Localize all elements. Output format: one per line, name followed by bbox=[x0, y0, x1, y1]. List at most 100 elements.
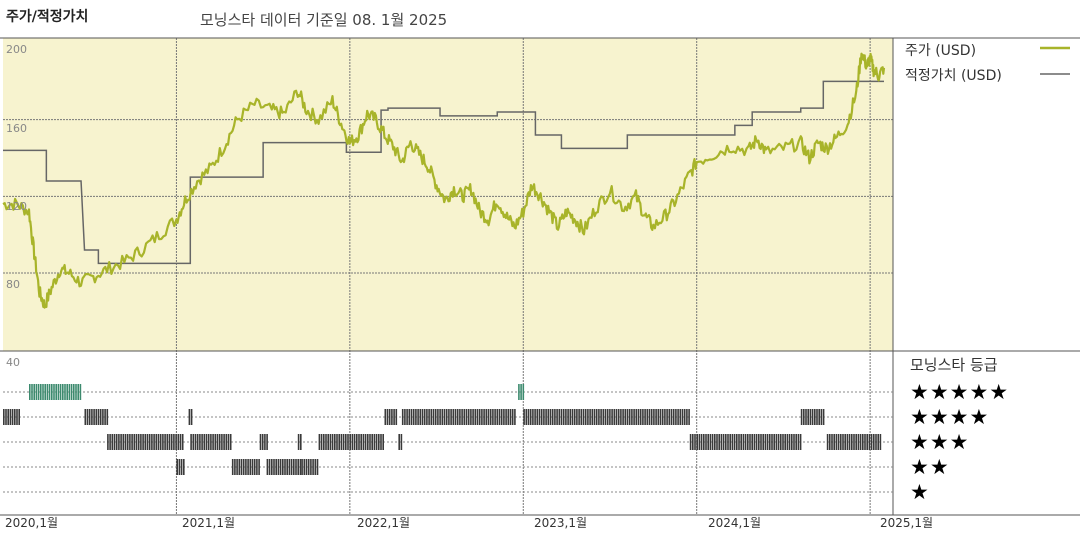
rating-bar-2 bbox=[178, 459, 181, 475]
rating-bar-2 bbox=[279, 459, 282, 475]
rating-bar-4 bbox=[556, 409, 558, 425]
rating-bar-2 bbox=[256, 459, 258, 475]
rating-bar-5 bbox=[522, 384, 525, 400]
rating-bar-3 bbox=[833, 434, 835, 450]
rating-bar-4 bbox=[816, 409, 818, 425]
rating-bar-4 bbox=[565, 409, 567, 425]
series-lines bbox=[2, 52, 886, 309]
rating-bar-3 bbox=[740, 434, 742, 450]
rating-bar-4 bbox=[3, 409, 5, 425]
rating-bar-4 bbox=[106, 409, 109, 425]
rating-bar-4 bbox=[805, 409, 807, 425]
rating-bar-4 bbox=[683, 409, 686, 425]
rating-bar-3 bbox=[297, 434, 300, 450]
x-tick-2023: 2023,1월 bbox=[534, 516, 588, 530]
rating-bar-3 bbox=[181, 434, 184, 450]
rating-bar-3 bbox=[718, 434, 720, 450]
rating-bar-4 bbox=[584, 409, 587, 425]
rating-bar-4 bbox=[670, 409, 673, 425]
y-tick-120: 120 bbox=[6, 200, 27, 213]
rating-bar-4 bbox=[637, 409, 640, 425]
rating-bar-3 bbox=[327, 434, 329, 450]
rating-bar-2 bbox=[238, 459, 241, 475]
rating-bar-4 bbox=[646, 409, 649, 425]
rating-bar-4 bbox=[441, 409, 444, 425]
rating-bar-3 bbox=[696, 434, 698, 450]
rating-bar-4 bbox=[820, 409, 823, 425]
rating-bar-3 bbox=[766, 434, 769, 450]
rating-bar-4 bbox=[576, 409, 578, 425]
rating-bar-5 bbox=[33, 384, 35, 400]
rating-bar-4 bbox=[809, 409, 812, 425]
rating-bar-3 bbox=[118, 434, 120, 450]
rating-bar-4 bbox=[408, 409, 411, 425]
rating-bar-4 bbox=[507, 409, 510, 425]
rating-bar-3 bbox=[227, 434, 230, 450]
rating-bar-3 bbox=[329, 434, 332, 450]
rating-bar-3 bbox=[157, 434, 160, 450]
rating-bar-2 bbox=[180, 459, 183, 475]
rating-bar-5 bbox=[77, 384, 79, 400]
rating-bar-3 bbox=[788, 434, 791, 450]
rating-bar-4 bbox=[415, 409, 417, 425]
rating-bar-5 bbox=[40, 384, 42, 400]
rating-bar-2 bbox=[271, 459, 273, 475]
rating-bar-3 bbox=[325, 434, 327, 450]
y-tick-40: 40 bbox=[6, 356, 20, 369]
rating-bar-5 bbox=[53, 384, 55, 400]
rating-bar-5 bbox=[51, 384, 53, 400]
rating-5-stars: ★★★★★ bbox=[910, 380, 1010, 404]
rating-bar-2 bbox=[245, 459, 247, 475]
rating-bar-4 bbox=[549, 409, 552, 425]
rating-bar-3 bbox=[862, 434, 864, 450]
rating-bar-4 bbox=[675, 409, 677, 425]
rating-bar-4 bbox=[800, 409, 803, 425]
rating-bar-4 bbox=[461, 409, 463, 425]
rating-bar-4 bbox=[14, 409, 16, 425]
rating-bar-4 bbox=[188, 409, 191, 425]
rating-bar-3 bbox=[223, 434, 225, 450]
rating-bar-3 bbox=[175, 434, 177, 450]
rating-bar-4 bbox=[609, 409, 611, 425]
rating-bar-3 bbox=[844, 434, 846, 450]
rating-bar-3 bbox=[826, 434, 829, 450]
rating-bar-3 bbox=[749, 434, 751, 450]
rating-bar-4 bbox=[428, 409, 430, 425]
rating-bar-3 bbox=[773, 434, 775, 450]
rating-bar-3 bbox=[797, 434, 800, 450]
rating-bar-4 bbox=[688, 409, 690, 425]
rating-bar-3 bbox=[207, 434, 210, 450]
rating-bar-3 bbox=[842, 434, 844, 450]
rating-bar-4 bbox=[595, 409, 598, 425]
rating-bar-2 bbox=[301, 459, 303, 475]
rating-bar-3 bbox=[400, 434, 403, 450]
rating-bar-4 bbox=[417, 409, 419, 425]
rating-bar-4 bbox=[514, 409, 516, 425]
rating-bar-4 bbox=[626, 409, 629, 425]
rating-bar-4 bbox=[395, 409, 398, 425]
rating-bar-4 bbox=[509, 409, 512, 425]
rating-bar-4 bbox=[412, 409, 415, 425]
rating-bar-3 bbox=[877, 434, 879, 450]
rating-bar-5 bbox=[31, 384, 33, 400]
price-line bbox=[2, 52, 886, 309]
rating-bar-3 bbox=[122, 434, 125, 450]
rating-bar-5 bbox=[59, 384, 62, 400]
rating-bar-3 bbox=[199, 434, 201, 450]
rating-bar-3 bbox=[784, 434, 786, 450]
rating-bar-4 bbox=[633, 409, 635, 425]
rating-bar-4 bbox=[642, 409, 644, 425]
rating-bar-3 bbox=[371, 434, 373, 450]
rating-bar-4 bbox=[620, 409, 622, 425]
rating-bar-3 bbox=[758, 434, 760, 450]
rating-bar-2 bbox=[231, 459, 234, 475]
y-tick-200: 200 bbox=[6, 43, 27, 56]
rating-bar-3 bbox=[334, 434, 336, 450]
rating-bar-2 bbox=[316, 459, 319, 475]
chart-title: 주가/적정가치 bbox=[6, 9, 89, 25]
rating-bar-3 bbox=[373, 434, 376, 450]
rating-bar-3 bbox=[126, 434, 129, 450]
rating-bar-4 bbox=[404, 409, 406, 425]
rating-title: 모닝스타 등급 bbox=[910, 356, 998, 374]
rating-bar-3 bbox=[375, 434, 378, 450]
